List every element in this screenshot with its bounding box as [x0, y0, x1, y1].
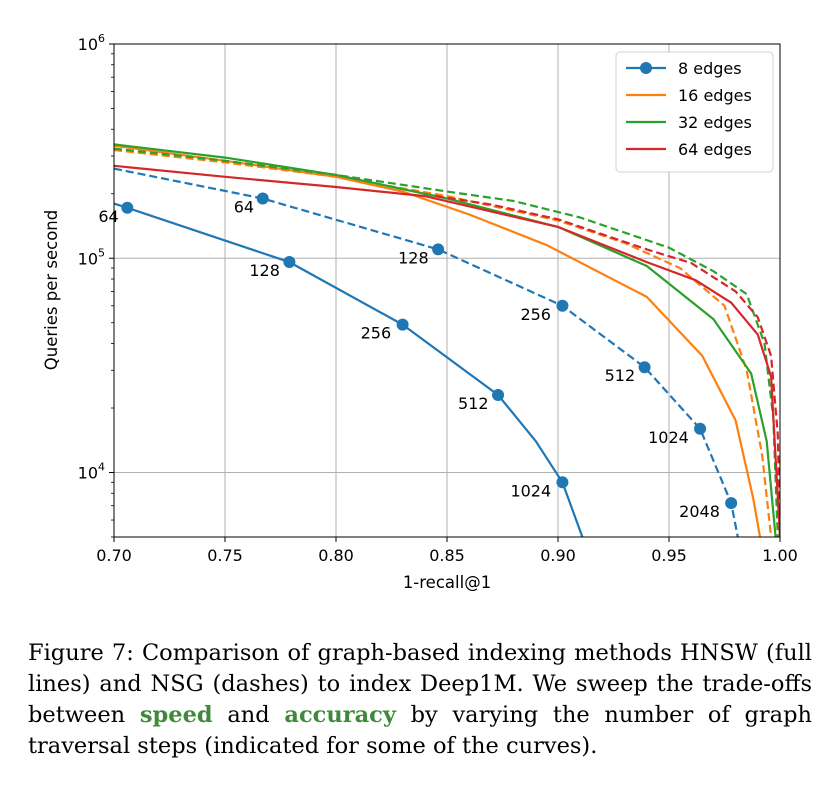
data-point	[432, 243, 445, 256]
y-axis: 104 105 106	[78, 32, 114, 538]
y-tick-label: 105	[78, 246, 105, 268]
point-annotation: 64	[98, 207, 118, 226]
point-annotation: 64	[234, 198, 254, 217]
x-tick-label: 0.70	[96, 546, 132, 565]
series-line	[114, 143, 777, 537]
data-point	[556, 299, 569, 312]
y-axis-label: Queries per second	[42, 210, 61, 370]
caption-text-2: and	[212, 702, 285, 728]
data-point	[492, 389, 505, 402]
caption-keyword-speed: speed	[139, 702, 213, 728]
data-point	[283, 256, 296, 269]
series-group	[114, 143, 780, 537]
y-tick-label: 106	[78, 32, 105, 54]
legend-entry: 32 edges	[678, 113, 752, 132]
x-tick-label: 0.90	[540, 546, 576, 565]
annotations-group: 64 128 256 512 1024 64 128 256 512 1024 2048	[98, 198, 720, 522]
series-line	[114, 164, 780, 537]
point-annotation: 512	[605, 366, 636, 385]
data-point	[121, 201, 134, 214]
point-annotation: 128	[398, 248, 429, 267]
caption-text-1: Figure 7: Comparison of graph-based inde…	[28, 640, 812, 728]
x-tick-label: 0.95	[651, 546, 687, 565]
x-axis-label: 1-recall@1	[403, 573, 491, 592]
legend-marker	[640, 62, 652, 74]
data-point	[556, 476, 569, 489]
point-annotation: 256	[520, 305, 551, 324]
caption-text-3: by varying the number of graph traversal…	[28, 702, 812, 759]
point-annotation: 1024	[510, 481, 551, 500]
x-axis: 0.70 0.75 0.80 0.85 0.90 0.95 1.00	[96, 537, 798, 565]
point-annotation: 512	[458, 394, 489, 413]
legend: 8 edges 16 edges 32 edges 64 edges	[615, 51, 774, 173]
data-point	[256, 192, 269, 205]
data-point	[694, 422, 707, 435]
point-annotation: 256	[361, 324, 392, 343]
x-tick-label: 0.75	[207, 546, 243, 565]
series-line	[435, 195, 780, 537]
legend-entry: 16 edges	[678, 86, 752, 105]
caption-keyword-accuracy: accuracy	[284, 702, 396, 728]
data-point	[396, 318, 409, 331]
series-line	[114, 147, 779, 537]
data-point	[725, 497, 738, 510]
legend-entry: 64 edges	[678, 140, 752, 159]
x-tick-label: 1.00	[762, 546, 798, 565]
series-line	[114, 167, 739, 537]
y-tick-label: 104	[78, 461, 105, 483]
figure-caption: Figure 7: Comparison of graph-based inde…	[28, 638, 812, 762]
data-point	[638, 361, 651, 374]
series-line	[114, 202, 584, 537]
legend-box	[615, 51, 774, 173]
legend-entry: 8 edges	[678, 59, 742, 78]
x-tick-label: 0.80	[318, 546, 354, 565]
point-annotation: 2048	[679, 502, 720, 521]
point-annotation: 128	[249, 261, 280, 280]
x-tick-label: 0.85	[429, 546, 465, 565]
point-annotation: 1024	[648, 428, 689, 447]
